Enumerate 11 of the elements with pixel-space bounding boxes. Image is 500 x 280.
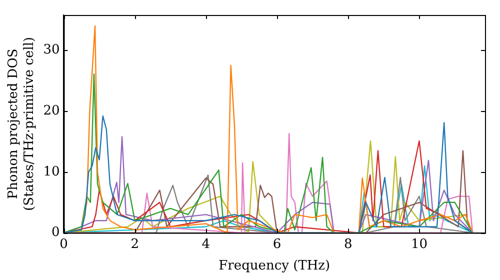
x-tick-label: 8: [344, 236, 352, 252]
y-tick-label: 30: [43, 42, 60, 58]
y-tick-label: 10: [43, 164, 60, 180]
x-axis-title: Frequency (THz): [218, 258, 330, 274]
x-tick-label: 10: [410, 236, 428, 252]
y-tick-label: 20: [43, 104, 60, 118]
y-tick-label: 0: [51, 225, 60, 240]
y-axis-title: Phonon projected DOS (States/THz·primitive cell): [6, 36, 37, 211]
x-tick-label: 6: [272, 236, 282, 252]
x-tick-label: 2: [130, 236, 139, 252]
x-tick-label: 4: [202, 236, 210, 252]
